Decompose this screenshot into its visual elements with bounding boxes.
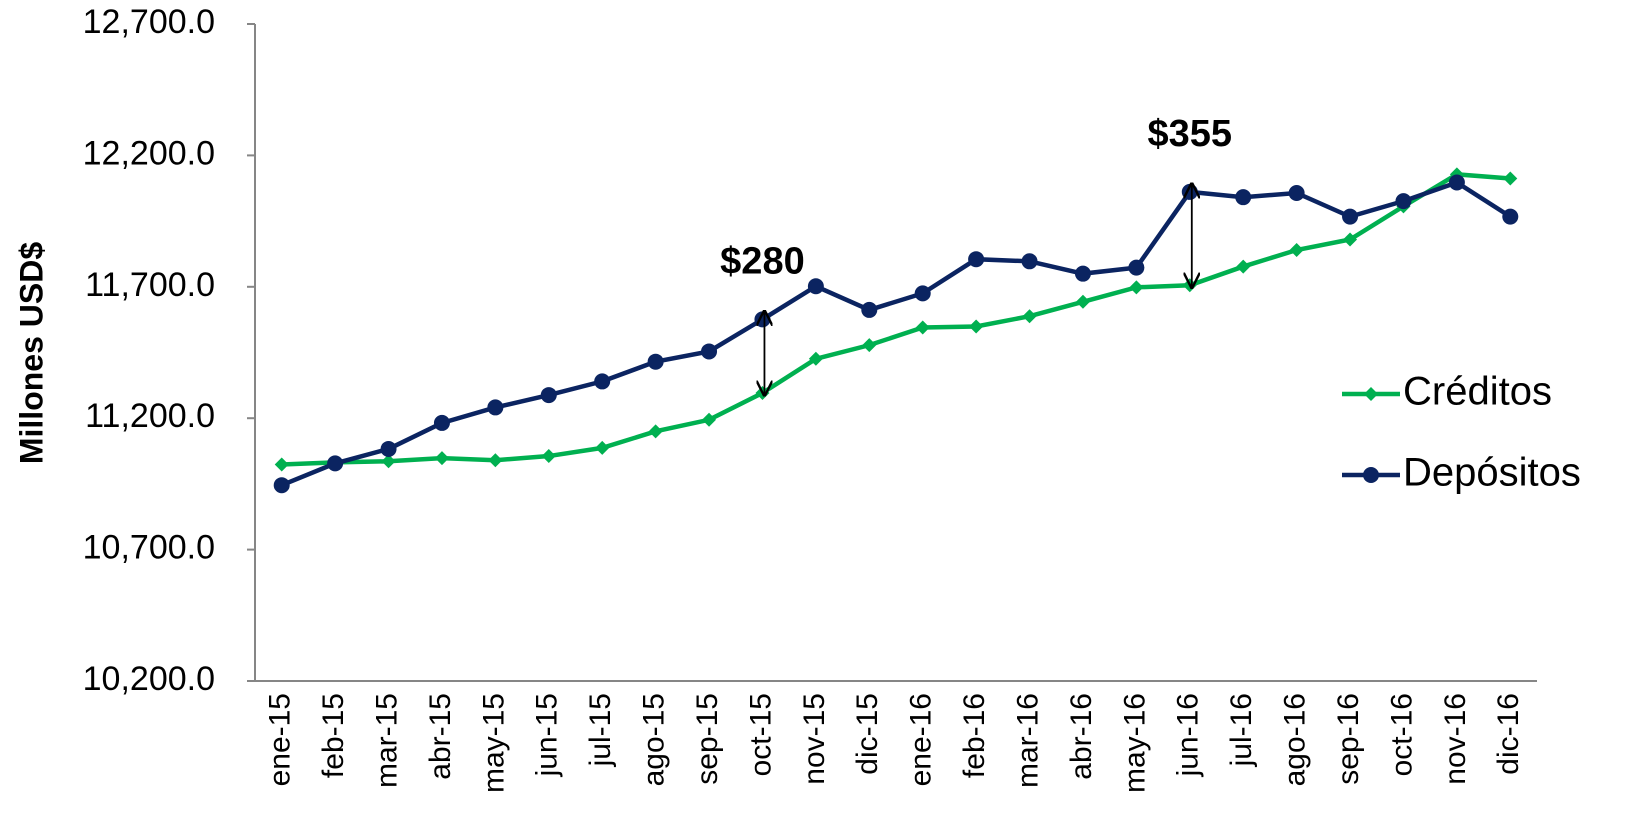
x-tick-label: oct-16: [1385, 693, 1418, 776]
x-tick-label: may-16: [1118, 693, 1151, 793]
point: [914, 285, 931, 302]
x-tick-label: ene-15: [264, 693, 297, 786]
point: [327, 455, 344, 472]
point: [540, 387, 557, 404]
point: [1395, 193, 1412, 210]
x-tick-label: jul-15: [584, 693, 617, 767]
point: [1074, 265, 1091, 282]
x-tick-label: ago-15: [638, 693, 671, 786]
point: [380, 440, 397, 457]
x-tick-label: sep-16: [1332, 693, 1365, 785]
point: [861, 301, 878, 318]
series-line: [281, 172, 1511, 467]
x-tick-label: jun-15: [531, 693, 564, 777]
point: [647, 353, 664, 370]
annotation-label: $280: [720, 240, 805, 282]
x-tick-label: abr-16: [1065, 693, 1098, 780]
point: [433, 414, 450, 431]
x-tick-label: jun-16: [1172, 693, 1205, 777]
point: [274, 457, 289, 472]
point: [1022, 309, 1037, 324]
point: [1343, 232, 1358, 247]
x-tick-label: nov-15: [798, 693, 831, 785]
point: [595, 440, 610, 455]
y-tick-label: 10,200.0: [83, 660, 215, 698]
point: [1129, 280, 1144, 295]
point: [969, 319, 984, 334]
x-tick-label: dic-15: [851, 693, 884, 775]
point: [915, 320, 930, 335]
legend-marker: [1363, 467, 1379, 483]
point: [1236, 259, 1251, 274]
y-tick-label: 11,200.0: [85, 397, 215, 435]
legend-label: Depósitos: [1403, 451, 1581, 495]
point: [541, 449, 556, 464]
point: [701, 343, 718, 360]
point: [648, 424, 663, 439]
x-tick-label: sep-15: [691, 693, 724, 785]
point: [1288, 184, 1305, 201]
x-tick-label: oct-15: [744, 693, 777, 776]
x-tick-label: feb-15: [317, 693, 350, 778]
y-axis-title: Millones USD$: [13, 242, 49, 464]
point: [487, 399, 504, 416]
point: [807, 278, 824, 295]
y-tick-label: 12,700.0: [83, 3, 215, 41]
point: [273, 477, 290, 494]
point: [1503, 171, 1518, 186]
point: [1448, 174, 1465, 191]
point: [808, 351, 823, 366]
x-tick-label: nov-16: [1439, 693, 1472, 785]
point: [1342, 208, 1359, 225]
point: [1075, 294, 1090, 309]
x-tick-label: ago-16: [1279, 693, 1312, 786]
point: [968, 251, 985, 268]
series-line: [280, 179, 1512, 488]
point: [1502, 208, 1519, 225]
x-tick-label: dic-16: [1492, 693, 1525, 775]
point: [434, 451, 449, 466]
point: [702, 412, 717, 427]
point: [381, 454, 396, 469]
x-tick-label: ene-16: [905, 693, 938, 786]
point: [594, 373, 611, 390]
x-tick-label: mar-15: [370, 693, 403, 788]
y-tick-label: 11,700.0: [85, 266, 215, 304]
x-tick-label: feb-16: [958, 693, 991, 778]
annotation-label: $355: [1148, 113, 1233, 155]
point: [1235, 189, 1252, 206]
y-tick-label: 12,200.0: [83, 134, 215, 172]
point: [1289, 243, 1304, 258]
point: [1182, 278, 1197, 293]
x-tick-label: mar-16: [1011, 693, 1044, 788]
point: [1128, 259, 1145, 276]
point: [1181, 183, 1198, 200]
legend-label: Créditos: [1403, 370, 1552, 414]
point: [488, 453, 503, 468]
x-tick-label: abr-15: [424, 693, 457, 780]
point: [754, 311, 771, 328]
x-tick-label: jul-16: [1225, 693, 1258, 767]
point: [862, 338, 877, 353]
legend-marker: [1364, 387, 1378, 401]
y-tick-label: 10,700.0: [83, 529, 215, 567]
point: [1021, 253, 1038, 270]
x-tick-label: may-15: [477, 693, 510, 793]
